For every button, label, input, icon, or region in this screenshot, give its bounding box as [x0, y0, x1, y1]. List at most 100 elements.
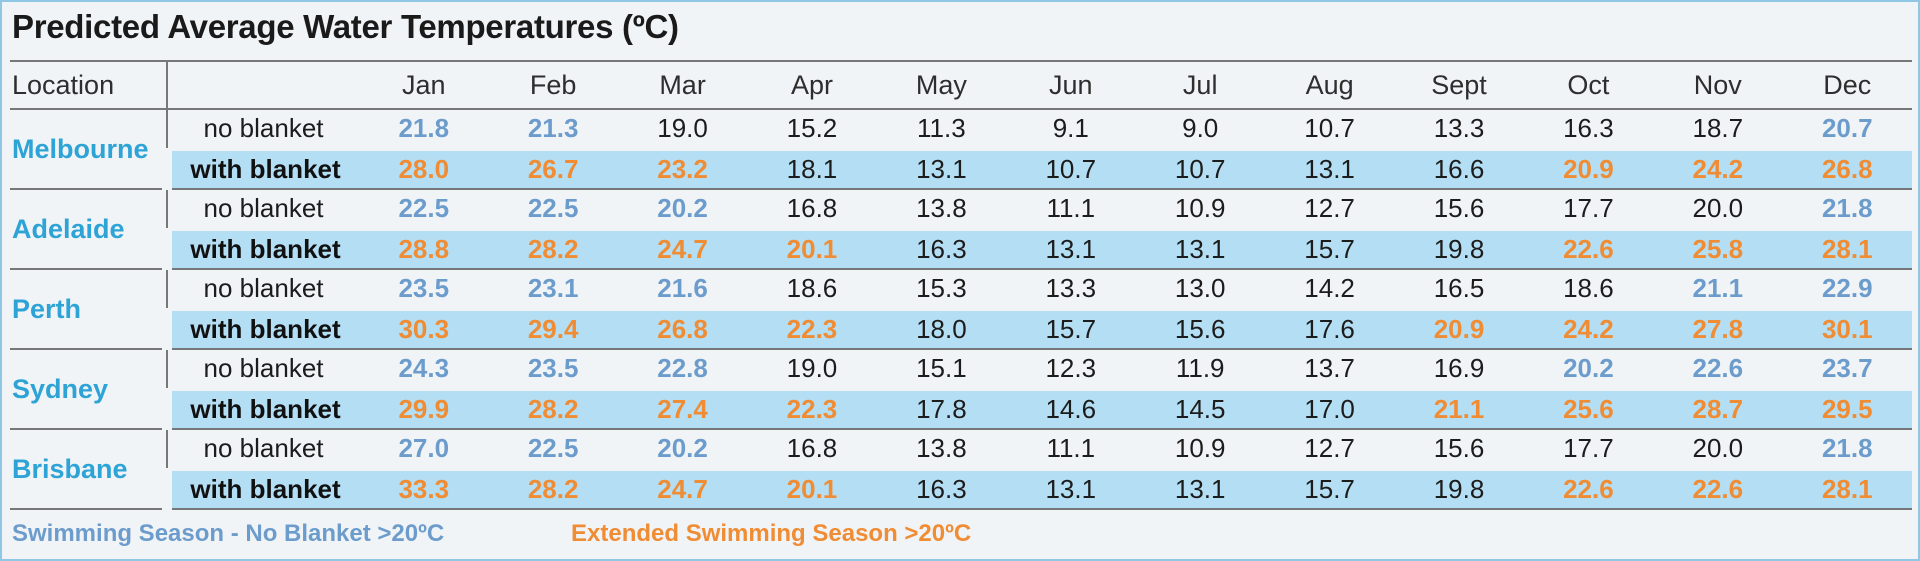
temperature-cell: 17.6	[1264, 307, 1395, 350]
temperature-cell: 12.7	[1304, 193, 1355, 224]
temperature-cell: 18.6	[1563, 273, 1614, 304]
temperature-cell: 21.8	[398, 113, 450, 144]
temperature-cell: 19.0	[786, 353, 838, 384]
temperature-cell: 21.1	[1692, 273, 1744, 304]
temperature-cell: 10.9	[1174, 193, 1226, 224]
temperature-cell: 13.1	[1135, 467, 1265, 510]
temperature-cell: 23.2	[617, 147, 748, 190]
temperature-cell: 13.8	[916, 433, 967, 464]
temperature-cell: 11.1	[1046, 433, 1096, 464]
temperature-cell: 13.0	[1174, 273, 1226, 304]
temperature-cell: 24.7	[617, 467, 748, 510]
month-header: Jul	[1135, 60, 1265, 110]
temperature-cell: 22.6	[1692, 353, 1744, 384]
temperature-cell: 25.6	[1523, 387, 1654, 430]
table-body: Melbourne no blanket 21.8 21.3 19.0 15.2 11.3 9…	[10, 109, 1912, 510]
temperature-cell: 10.7	[1135, 147, 1265, 190]
temperature-cell: 16.8	[786, 193, 838, 224]
temperature-cell: 27.0	[398, 433, 450, 464]
location-header: Location	[10, 60, 169, 110]
row-type-label: no blanket	[203, 273, 324, 304]
row-type-label: with blanket	[162, 227, 360, 270]
temperature-cell: 23.1	[527, 273, 579, 304]
temperature-cell: 19.0	[657, 113, 708, 144]
temperature-cell: 22.8	[657, 353, 708, 384]
temperature-cell: 28.1	[1782, 467, 1912, 510]
temperature-cell: 23.5	[527, 353, 579, 384]
temperature-cell: 23.5	[398, 273, 450, 304]
location-name: Sydney	[10, 349, 169, 430]
temperature-cell: 20.1	[747, 467, 877, 510]
temperature-cell: 13.3	[1045, 273, 1097, 304]
temperature-cell: 16.9	[1433, 353, 1485, 384]
temperature-cell: 22.9	[1821, 273, 1873, 304]
temperature-cell: 15.6	[1433, 433, 1485, 464]
temperature-cell: 21.8	[1821, 193, 1873, 224]
temperature-cell: 20.2	[1563, 353, 1614, 384]
temperature-cell: 22.6	[1653, 467, 1783, 510]
temperature-cell: 19.8	[1394, 227, 1524, 270]
temperature-cell: 22.5	[527, 193, 579, 224]
temperature-cell: 26.8	[617, 307, 748, 350]
temperature-cell: 14.2	[1304, 273, 1355, 304]
temperature-cell: 18.6	[786, 273, 838, 304]
row-type-label: no blanket	[203, 353, 324, 384]
row-no-blanket: Sydney no blanket 24.3 23.5 22.8 19.0 15.1 12.3…	[10, 349, 1912, 430]
row-no-blanket: Brisbane no blanket 27.0 22.5 20.2 16.8 13.8 11…	[10, 429, 1912, 510]
temperature-cell: 13.1	[1006, 227, 1136, 270]
month-header: Oct	[1523, 60, 1654, 110]
row-type-label: no blanket	[203, 193, 324, 224]
row-type-label: with blanket	[162, 467, 360, 510]
temperature-cell: 12.7	[1304, 433, 1355, 464]
header-row: Location Jan Feb Mar Apr May Jun Jul Aug…	[10, 60, 1912, 110]
row-no-blanket: Adelaide no blanket 22.5 22.5 20.2 16.8 13.8 11…	[10, 189, 1912, 270]
row-with-blanket: with blanket 33.3 28.2 24.7 20.1 16.3 13.1 13.1…	[10, 467, 1912, 510]
temperature-cell: 30.1	[1782, 307, 1912, 350]
temperature-cell: 22.6	[1523, 467, 1654, 510]
temperature-cell: 28.7	[1653, 387, 1783, 430]
temperature-cell: 33.3	[359, 467, 489, 510]
legend-no-blanket: Swimming Season - No Blanket >20ºC	[12, 520, 445, 547]
legend-extended: Extended Swimming Season >20ºC	[571, 520, 972, 547]
temperature-cell: 30.3	[359, 307, 489, 350]
row-with-blanket: with blanket 29.9 28.2 27.4 22.3 17.8 14.6 14.5…	[10, 387, 1912, 430]
temperature-cell: 21.6	[657, 273, 708, 304]
temperature-cell: 14.5	[1135, 387, 1265, 430]
temperature-cell: 17.0	[1264, 387, 1395, 430]
month-header: Sept	[1394, 60, 1524, 110]
month-header: Jun	[1006, 60, 1136, 110]
row-no-blanket: Melbourne no blanket 21.8 21.3 19.0 15.2 11.3 9…	[10, 109, 1912, 190]
temperature-cell: 20.9	[1394, 307, 1524, 350]
location-name: Perth	[10, 269, 169, 350]
temperature-cell: 22.5	[398, 193, 450, 224]
location-name: Adelaide	[10, 189, 169, 270]
temperature-cell: 28.2	[488, 467, 618, 510]
temperature-cell: 20.0	[1692, 433, 1744, 464]
temperature-cell: 21.1	[1394, 387, 1524, 430]
temperature-cell: 10.9	[1174, 433, 1226, 464]
temperature-cell: 15.6	[1135, 307, 1265, 350]
month-header: Dec	[1782, 60, 1912, 110]
temperature-cell: 11.3	[917, 113, 966, 144]
temperature-cell: 24.3	[398, 353, 450, 384]
temperature-cell: 29.9	[359, 387, 489, 430]
temperature-cell: 16.3	[876, 227, 1007, 270]
temperature-cell: 13.1	[1006, 467, 1136, 510]
temperature-cell: 28.2	[488, 387, 618, 430]
temperature-cell: 15.3	[916, 273, 967, 304]
temperature-cell: 16.6	[1394, 147, 1524, 190]
temperature-cell: 22.6	[1523, 227, 1654, 270]
temperature-cell: 16.3	[1563, 113, 1614, 144]
row-type-label: with blanket	[162, 147, 360, 190]
row-type-label: no blanket	[203, 113, 324, 144]
temperature-cell: 15.2	[786, 113, 838, 144]
temperature-cell: 15.7	[1264, 227, 1395, 270]
temperature-cell: 11.1	[1046, 193, 1096, 224]
temperature-cell: 27.8	[1653, 307, 1783, 350]
temperature-cell: 26.8	[1782, 147, 1912, 190]
month-header: Nov	[1653, 60, 1783, 110]
location-name: Melbourne	[10, 109, 169, 190]
temperature-cell: 20.0	[1692, 193, 1744, 224]
temperature-cell: 20.2	[657, 433, 708, 464]
row-with-blanket: with blanket 30.3 29.4 26.8 22.3 18.0 15.7 15.6…	[10, 307, 1912, 350]
